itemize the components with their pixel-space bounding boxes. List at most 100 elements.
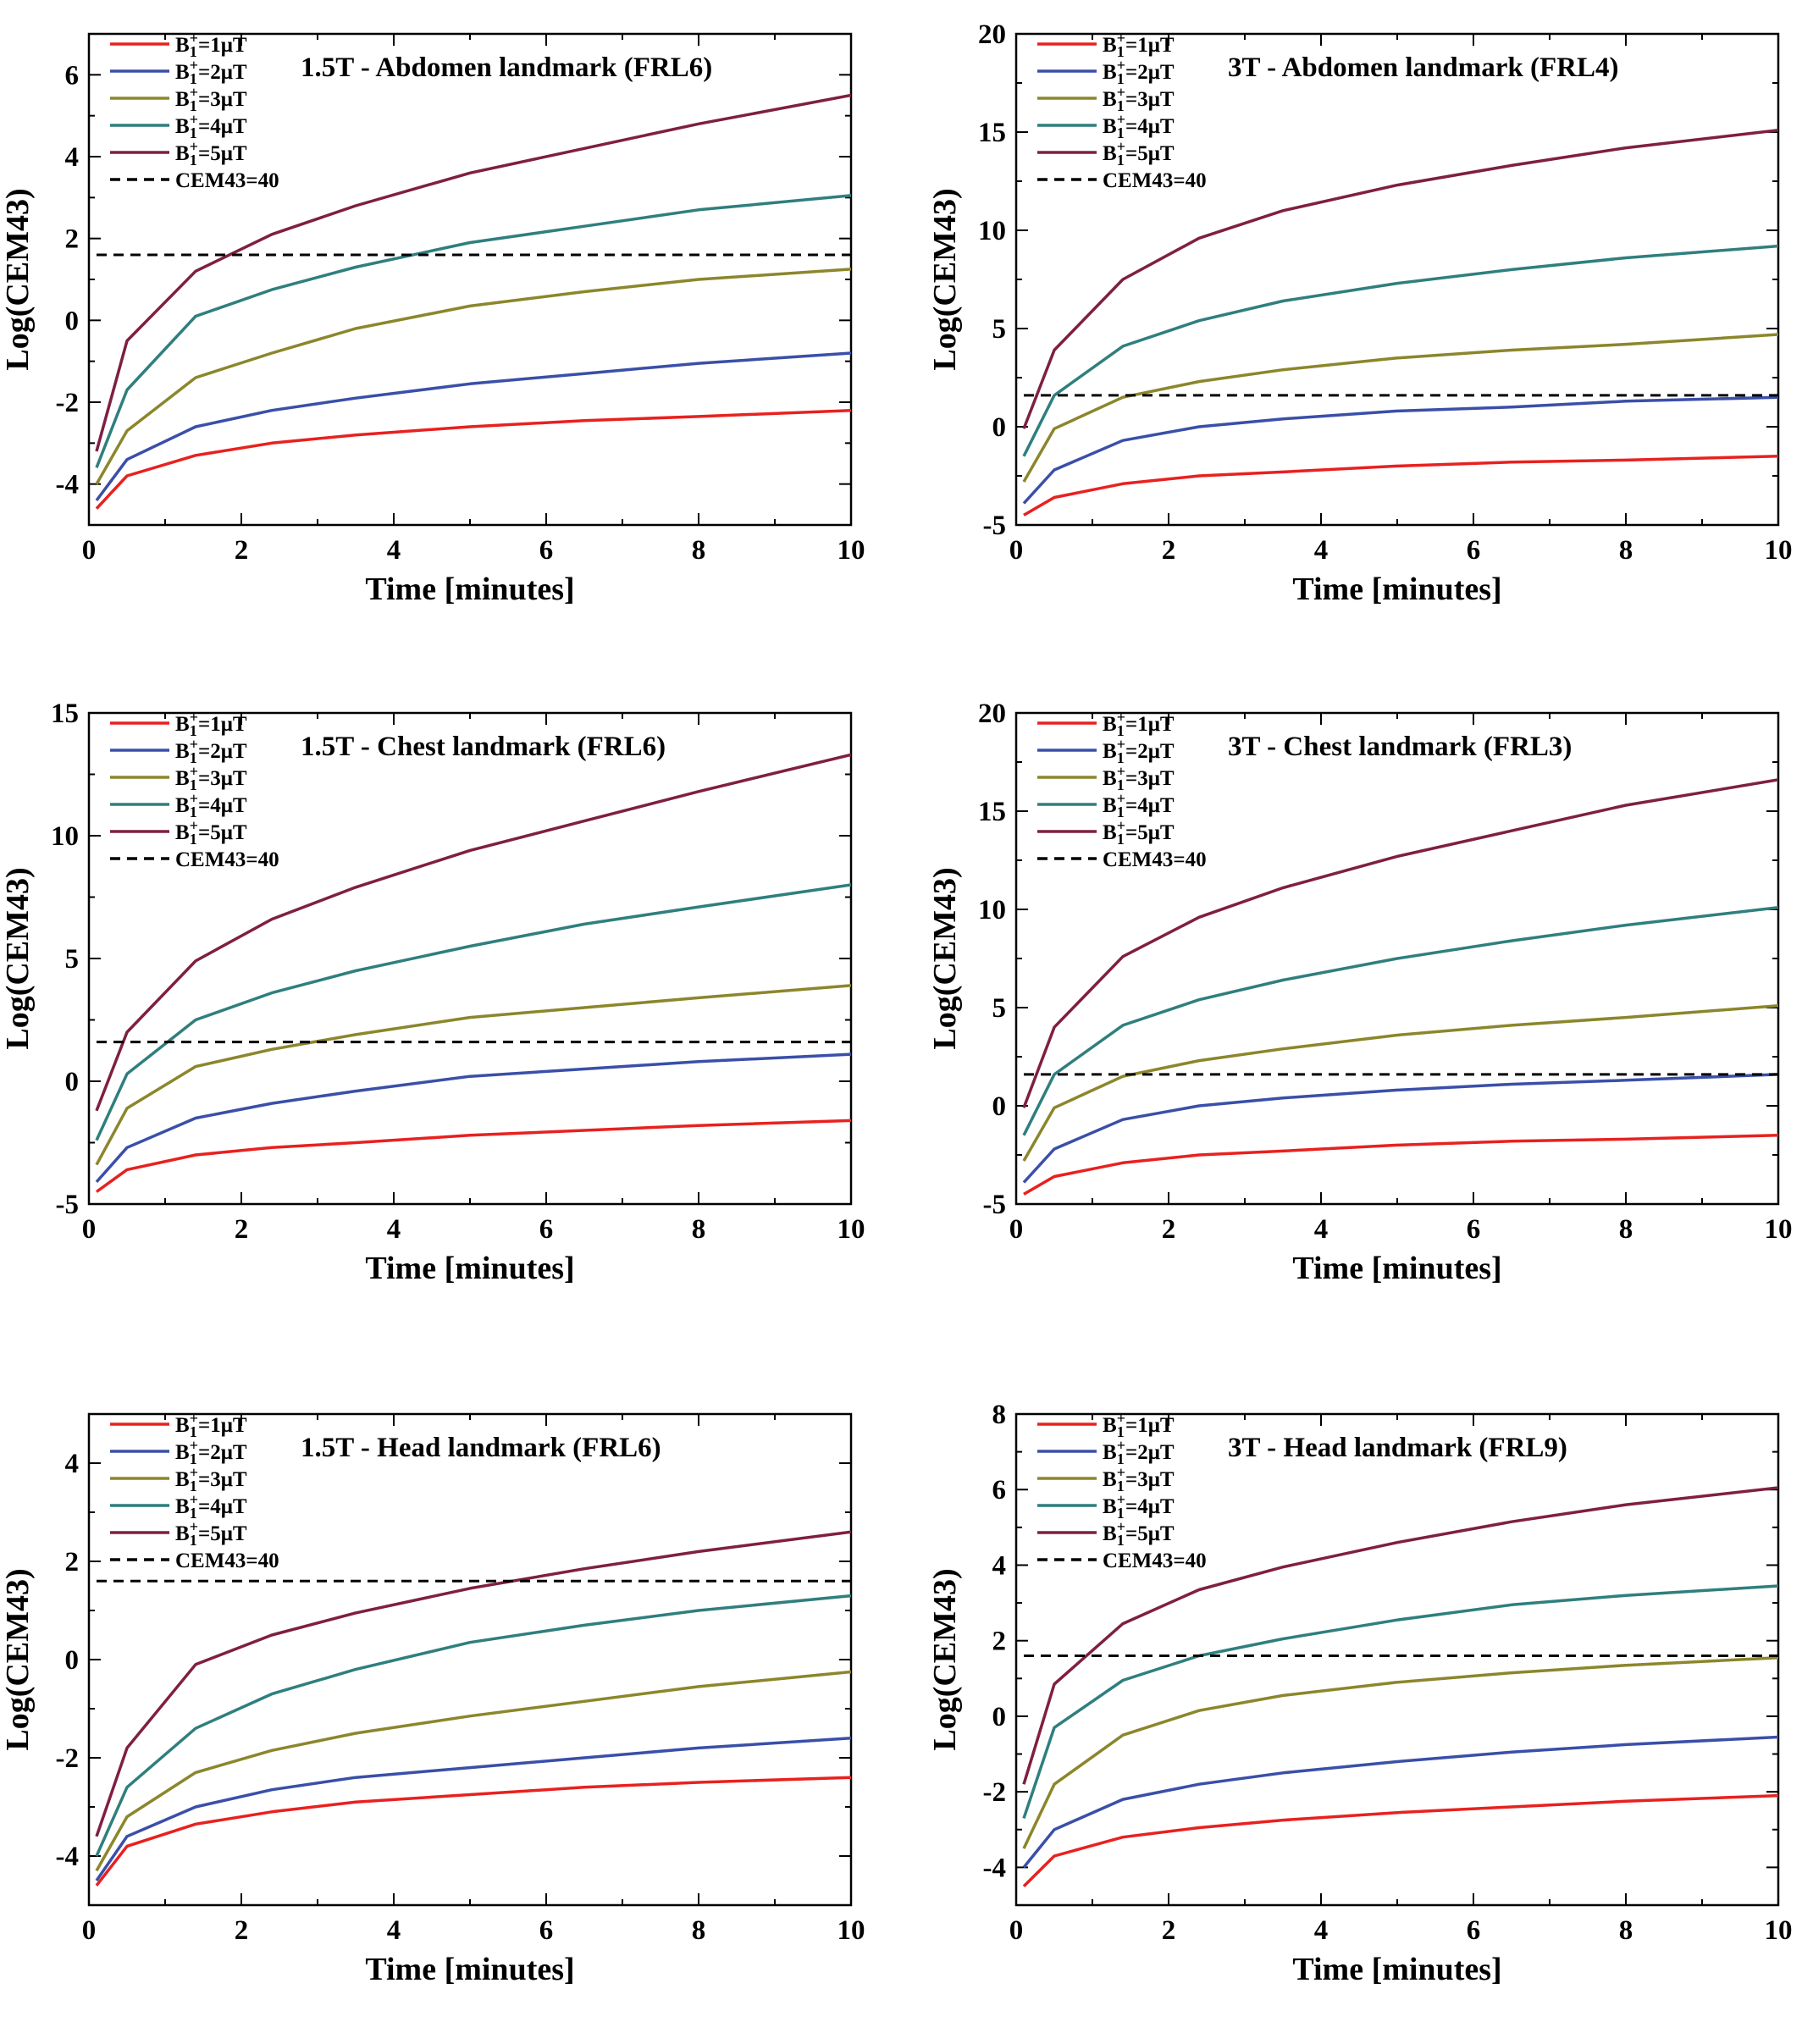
y-tick-label: -2	[56, 1743, 80, 1774]
series-line-3	[1022, 1003, 1778, 1162]
x-tick-label: 8	[1619, 535, 1633, 566]
legend-label: B1+=2μT	[175, 736, 247, 766]
y-tick-label: 10	[978, 895, 1006, 925]
series-line-4	[1022, 244, 1778, 457]
legend: B1+=1μTB1+=2μTB1+=3μTB1+=4μTB1+=5μTCEM43…	[110, 1410, 279, 1572]
y-axis-title: Log(CEM43)	[0, 1568, 36, 1750]
x-tick-label: 2	[1162, 535, 1176, 566]
x-tick-label: 8	[692, 1915, 706, 1946]
x-tick-label: 2	[235, 1214, 249, 1245]
y-axis-title: Log(CEM43)	[927, 1568, 963, 1750]
y-tick-label: 2	[992, 1627, 1007, 1657]
y-tick-label: 6	[992, 1475, 1007, 1505]
y-tick-label: 4	[65, 142, 80, 173]
series-line-2	[1022, 395, 1778, 505]
x-tick-label: 10	[837, 1214, 865, 1245]
y-tick-label: 0	[65, 306, 80, 336]
legend-label: B1+=3μT	[175, 1464, 247, 1494]
panel-title: 3T - Head landmark (FRL9)	[1228, 1433, 1567, 1463]
y-tick-label: 4	[992, 1550, 1007, 1581]
x-tick-label: 8	[692, 535, 706, 566]
panel-title: 3T - Chest landmark (FRL3)	[1228, 732, 1572, 762]
legend-label: B1+=4μT	[175, 790, 247, 820]
legend-label: CEM43=40	[175, 169, 279, 192]
series-line-1	[1023, 1134, 1778, 1196]
y-tick-label: -4	[56, 470, 80, 500]
legend-label: B1+=3μT	[1103, 763, 1175, 793]
series-line-2	[95, 1737, 851, 1881]
series-line-3	[1022, 333, 1778, 483]
legend-label: CEM43=40	[175, 1550, 279, 1572]
series-line-5	[95, 93, 851, 452]
series-line-1	[95, 408, 851, 510]
series-line-4	[95, 883, 851, 1141]
y-tick-label: 10	[978, 216, 1006, 246]
x-tick-label: 2	[235, 535, 249, 566]
x-tick-label: 0	[1009, 535, 1024, 566]
chart-panel-1: 0 2 4 6 8 10 -4 -2 0 2 4 6 Time [minutes] Log(CEM43) 1…	[0, 30, 865, 607]
y-tick-label: 10	[51, 821, 79, 852]
series-line-4	[1022, 1584, 1778, 1819]
x-tick-label: 4	[387, 1915, 401, 1946]
legend-label: B1+=4μT	[1103, 790, 1175, 820]
y-tick-label: 2	[65, 224, 80, 255]
chart-panel-6: 0 2 4 6 8 10 -4 -2 0 2 4 6 8 Time [minutes] Log(CEM43)…	[927, 1400, 1793, 1987]
x-tick-label: 4	[1314, 1915, 1329, 1946]
y-axis-title: Log(CEM43)	[927, 188, 963, 370]
x-tick-label: 4	[387, 535, 401, 566]
y-tick-label: -4	[983, 1853, 1007, 1883]
x-tick-label: 2	[1162, 1214, 1176, 1245]
y-tick-label: 5	[992, 993, 1007, 1024]
x-tick-label: 0	[82, 1915, 97, 1946]
series-line-5	[1022, 778, 1778, 1108]
legend-label: B1+=3μT	[1103, 84, 1175, 114]
legend-label: B1+=5μT	[175, 817, 247, 848]
legend-label: B1+=4μT	[175, 1491, 247, 1522]
legend-label: B1+=1μT	[175, 1410, 247, 1440]
x-tick-label: 6	[1467, 1915, 1481, 1946]
legend-label: B1+=2μT	[175, 1437, 247, 1467]
x-axis-title: Time [minutes]	[1292, 1952, 1501, 1987]
legend-label: B1+=3μT	[175, 84, 247, 114]
x-tick-label: 2	[1162, 1915, 1176, 1946]
legend-label: B1+=4μT	[1103, 111, 1175, 141]
panel-title: 1.5T - Chest landmark (FRL6)	[301, 732, 666, 762]
series-line-3	[95, 1670, 851, 1872]
y-tick-label: 2	[65, 1547, 80, 1577]
y-tick-label: 20	[978, 699, 1006, 729]
y-axis-title: Log(CEM43)	[0, 867, 36, 1049]
legend-label: B1+=5μT	[175, 138, 247, 168]
series-line-3	[95, 984, 851, 1166]
x-axis-title: Time [minutes]	[365, 572, 574, 607]
y-tick-label: 20	[978, 19, 1006, 50]
series-line-5	[1022, 128, 1778, 429]
y-tick-label: 5	[65, 944, 80, 975]
legend-label: B1+=5μT	[1103, 817, 1175, 848]
y-tick-label: 0	[992, 412, 1007, 443]
series-line-2	[1022, 1735, 1778, 1869]
legend-label: B1+=2μT	[1103, 736, 1175, 766]
x-tick-label: 6	[539, 1915, 554, 1946]
legend-label: B1+=4μT	[1103, 1491, 1175, 1522]
legend-label: B1+=1μT	[175, 30, 247, 60]
series-line-1	[95, 1776, 851, 1887]
x-tick-label: 0	[1009, 1214, 1024, 1245]
y-tick-label: 5	[992, 314, 1007, 345]
legend-label: B1+=5μT	[1103, 1518, 1175, 1549]
y-tick-label: -4	[56, 1842, 80, 1872]
x-tick-label: 6	[1467, 1214, 1481, 1245]
legend-label: B1+=2μT	[175, 57, 247, 87]
x-tick-label: 6	[1467, 535, 1481, 566]
legend-label: B1+=1μT	[175, 709, 247, 739]
legend-label: B1+=1μT	[1103, 709, 1175, 739]
x-axis-title: Time [minutes]	[1292, 572, 1501, 607]
series-line-5	[1022, 1486, 1778, 1785]
y-tick-label: -5	[983, 1190, 1007, 1220]
legend-label: B1+=3μT	[175, 763, 247, 793]
x-axis-title: Time [minutes]	[365, 1952, 574, 1987]
series-line-5	[95, 1530, 851, 1837]
x-tick-label: 2	[235, 1915, 249, 1946]
